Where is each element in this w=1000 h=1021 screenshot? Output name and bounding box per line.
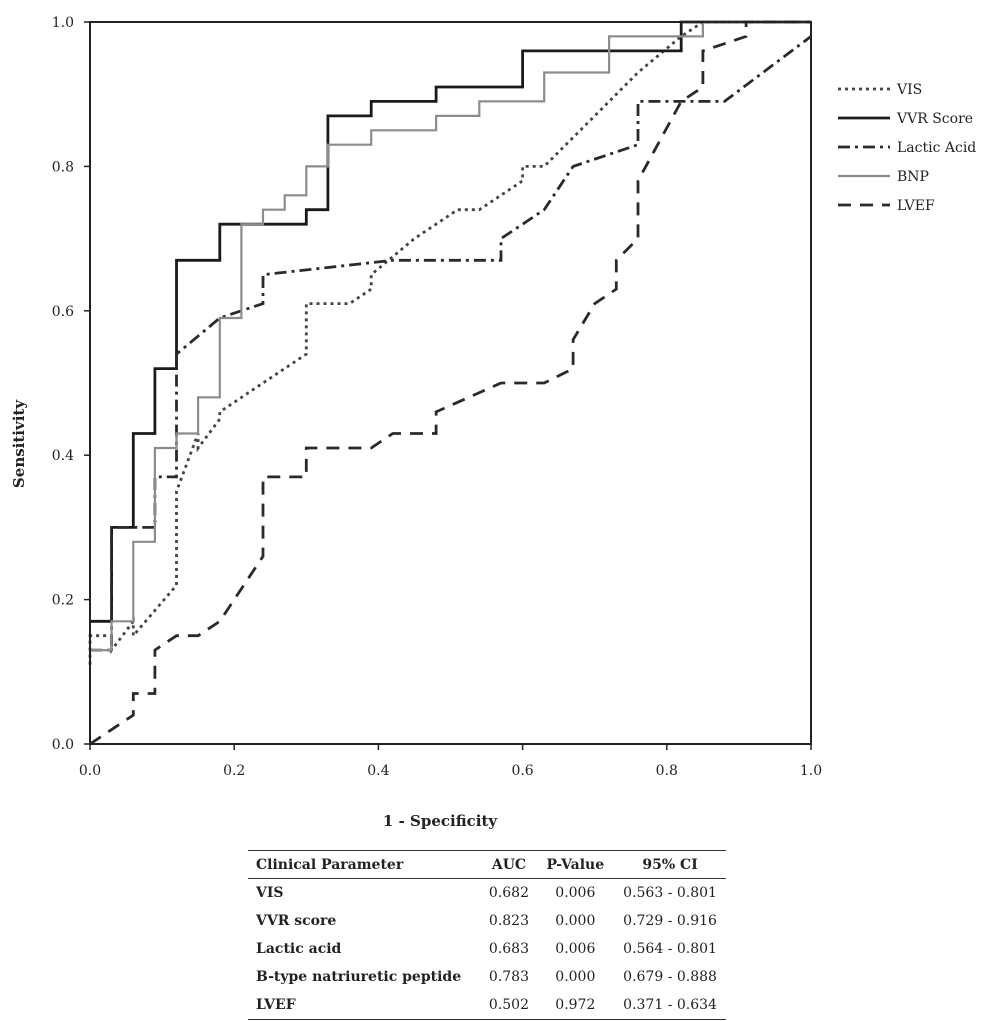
y-axis-title: Sensitivity — [10, 399, 28, 488]
y-tick-label: 0.8 — [52, 159, 74, 175]
y-tick-label: 0.2 — [52, 593, 74, 609]
cell-p-value: 0.006 — [555, 941, 596, 957]
legend-label-bnp: BNP — [897, 169, 929, 185]
plot-frame — [89, 21, 812, 745]
cell-p-value: 0.006 — [555, 885, 596, 901]
table-row: VVR score 0.823 0.000 0.729 - 0.916 — [248, 907, 726, 935]
cell-p-value: 0.000 — [555, 969, 596, 985]
cell-parameter: LVEF — [248, 991, 480, 1020]
y-tick-label: 0.6 — [52, 304, 74, 320]
cell-parameter: B-type natriuretic peptide — [256, 969, 462, 985]
cell-ci: 0.564 - 0.801 — [623, 941, 717, 957]
x-tick-label: 1.0 — [800, 763, 822, 779]
cell-ci: 0.371 - 0.634 — [612, 991, 726, 1020]
y-tick-label: 1.0 — [52, 15, 74, 31]
cell-ci: 0.729 - 0.916 — [623, 913, 717, 929]
cell-parameter: VIS — [256, 885, 284, 901]
roc-chart: 0.0 0.2 0.4 0.6 0.8 1.0 0.0 0.2 0.4 0.6 0.8 1.0 Sen… — [10, 15, 976, 830]
cell-ci: 0.563 - 0.801 — [623, 885, 717, 901]
legend: VIS VVR Score Lactic Acid BNP LVEF — [838, 82, 976, 214]
cell-p-value: 0.972 — [536, 991, 613, 1020]
table-header-row: Clinical Parameter AUC P-Value 95% CI — [248, 850, 726, 879]
table-row: VIS 0.682 0.006 0.563 - 0.801 — [248, 879, 726, 908]
x-tick-label: 0.6 — [511, 763, 533, 779]
x-tick-label: 0.0 — [79, 763, 101, 779]
table-row: Lactic acid 0.683 0.006 0.564 - 0.801 — [248, 935, 726, 963]
cell-auc: 0.783 — [488, 969, 529, 985]
col-header-p-value: P-Value — [536, 850, 613, 879]
cell-parameter: VVR score — [256, 913, 337, 929]
cell-auc: 0.823 — [488, 913, 529, 929]
x-tick-label: 0.4 — [367, 763, 389, 779]
cell-ci: 0.679 - 0.888 — [623, 969, 717, 985]
legend-label-vvr-score: VVR Score — [896, 111, 973, 127]
y-tick-label: 0.4 — [52, 448, 74, 464]
series-line-bnp — [90, 20, 811, 652]
cell-p-value: 0.000 — [555, 913, 596, 929]
x-tick-label: 0.2 — [223, 763, 245, 779]
col-header-auc: AUC — [479, 850, 537, 879]
cell-parameter: Lactic acid — [256, 941, 342, 957]
cell-auc: 0.682 — [488, 885, 529, 901]
auc-table: Clinical Parameter AUC P-Value 95% CI VI… — [248, 850, 726, 1020]
series-line-lactic-acid — [90, 35, 812, 652]
series-line-lvef — [89, 20, 811, 746]
col-header-parameter: Clinical Parameter — [248, 850, 480, 879]
y-tick-label: 0.0 — [52, 737, 74, 753]
cell-auc: 0.502 — [479, 991, 537, 1020]
legend-label-vis: VIS — [896, 82, 922, 98]
series-line-vis — [88, 20, 811, 665]
table-row: LVEF 0.502 0.972 0.371 - 0.634 — [248, 991, 726, 1020]
legend-label-lvef: LVEF — [897, 198, 935, 214]
table-row: B-type natriuretic peptide 0.783 0.000 0… — [248, 963, 726, 991]
x-axis-title: 1 - Specificity — [383, 812, 498, 830]
col-header-ci: 95% CI — [612, 850, 726, 879]
x-tick-label: 0.8 — [656, 763, 678, 779]
series-line-vvr-score — [90, 20, 811, 623]
legend-label-lactic-acid: Lactic Acid — [897, 140, 976, 156]
cell-auc: 0.683 — [488, 941, 529, 957]
